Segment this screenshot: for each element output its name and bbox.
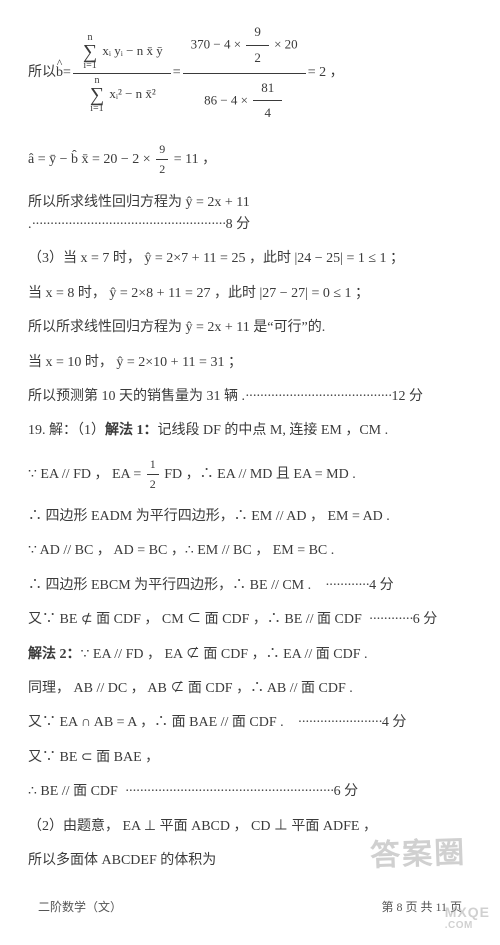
text: 所以	[28, 62, 56, 84]
q19-method1: 19. 解：（1）解法 1：记线段 DF 的中点 M, 连接 EM ，CM .	[28, 420, 472, 442]
step-ebcm: ∴ 四边形 EBCM 为平行四边形，∴ BE // CM . ·········…	[28, 575, 472, 597]
eq: =	[173, 62, 181, 84]
step-be-bae: 又∵ BE ⊂ 面 BAE ，	[28, 747, 472, 769]
step-x8: 当 x = 8 时， ŷ = 2×8 + 11 = 27 ，此时 |27 − 2…	[28, 283, 472, 305]
step-x7: （3）当 x = 7 时， ŷ = 2×7 + 11 = 25 ，此时 |24 …	[28, 248, 472, 270]
step-be-cdf: 又∵ BE ⊄ 面 CDF ， CM ⊂ 面 CDF ，∴ BE // 面 CD…	[28, 609, 472, 631]
page-footer: 二阶数学（文） 第 8 页 共 11 页	[28, 898, 472, 915]
footer-left: 二阶数学（文）	[38, 898, 122, 915]
feasible: 所以所求线性回归方程为 ŷ = 2x + 11 是“可行”的.	[28, 317, 472, 339]
step-ab-dc: 同理， AB // DC ， AB ⊄ 面 CDF ，∴ AB // 面 CDF…	[28, 678, 472, 700]
eq-b-hat: 所以 b = n ∑ i=1 xᵢ yᵢ − n x̄ ȳ n ∑ i=1 xᵢ…	[28, 18, 472, 128]
step-x10: 当 x = 10 时， ŷ = 2×10 + 11 = 31 ；	[28, 352, 472, 374]
watermark-main: 答案圈	[369, 828, 466, 875]
sigma-bot: n ∑ i=1	[90, 76, 104, 114]
forecast: 所以预测第 10 天的销售量为 31 辆 .··················…	[28, 386, 472, 408]
page-container: 所以 b = n ∑ i=1 xᵢ yᵢ − n x̄ ȳ n ∑ i=1 xᵢ…	[0, 0, 500, 945]
step-eadm: ∴ 四边形 EADM 为平行四边形，∴ EM // AD ， EM = AD .	[28, 506, 472, 528]
step-be-cdf2: ∴ BE // 面 CDF ··························…	[28, 781, 472, 803]
eq: = 2 ，	[308, 62, 344, 84]
watermark-url: MXQE.COM	[445, 904, 490, 931]
step-ea-fd: ∵ EA // FD ， EA = 12 FD ，∴ EA // MD 且 EA…	[28, 455, 472, 494]
b-hat: b	[56, 62, 63, 84]
sigma-top: n ∑ i=1	[83, 33, 97, 71]
step-ea-ab: 又∵ EA ∩ AB = A ，∴ 面 BAE // 面 CDF . ·····…	[28, 712, 472, 734]
frac-numeric: 370 − 4 × 92 × 20 86 − 4 × 814	[183, 18, 306, 128]
q19-method2: 解法 2：∵ EA // FD ， EA ⊄ 面 CDF ，∴ EA // 面 …	[28, 644, 472, 666]
regression-eq: 所以所求线性回归方程为 ŷ = 2x + 11 .···············…	[28, 192, 472, 237]
frac-sum: n ∑ i=1 xᵢ yᵢ − n x̄ ȳ n ∑ i=1 xᵢ² − n x…	[73, 31, 171, 116]
step-adbc: ∵ AD // BC ， AD = BC ，∴ EM // BC ， EM = …	[28, 540, 472, 562]
eq-a-hat: â = ȳ − b̂ x̄ = 20 − 2 × 92 = 11 ，	[28, 140, 472, 179]
eq: =	[63, 62, 71, 84]
